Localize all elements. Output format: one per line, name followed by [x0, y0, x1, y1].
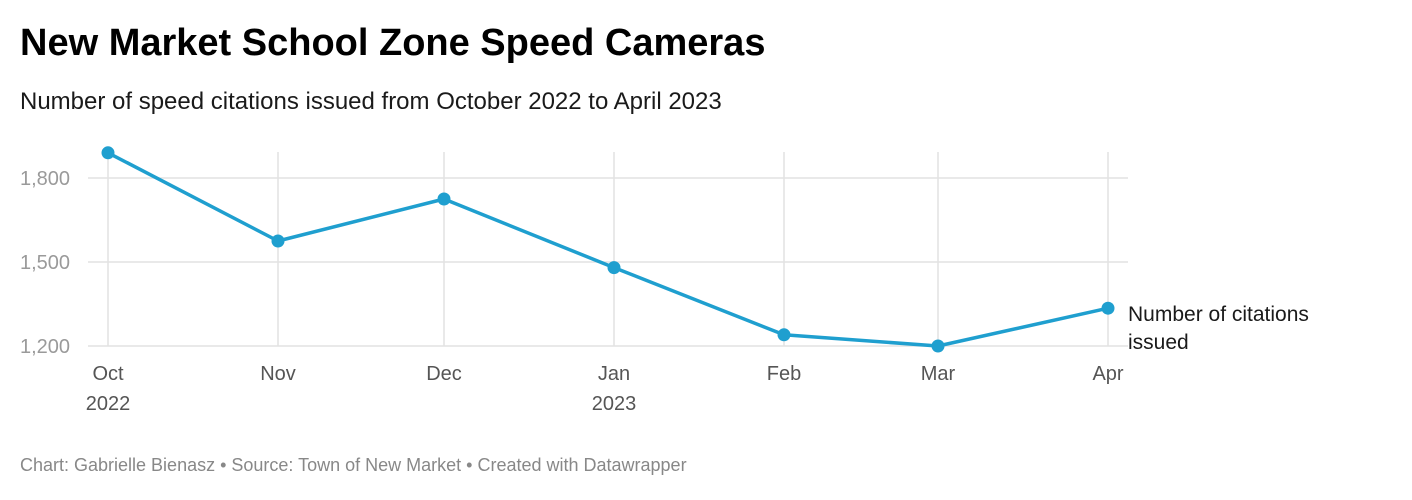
chart-subtitle: Number of speed citations issued from Oc… [20, 88, 722, 115]
y-axis-ticks: 1,200 1,500 1,800 [20, 168, 70, 358]
y-tick-label: 1,800 [20, 168, 70, 190]
data-point [101, 146, 115, 160]
data-point [607, 261, 621, 275]
x-tick-label: Mar [921, 363, 956, 385]
x-axis-ticks: Oct 2022 Nov Dec Jan 2023 Feb Mar Apr [86, 363, 1124, 415]
series [101, 146, 1115, 353]
x-tick-sublabel: 2022 [86, 393, 131, 415]
data-point [437, 192, 451, 206]
series-line [107, 151, 1109, 348]
y-tick-label: 1,500 [20, 252, 70, 274]
data-point [777, 328, 791, 342]
line-chart: 1,200 1,500 1,800 Oct 2022 Nov Dec Jan 2023 Feb M… [20, 146, 1309, 415]
x-tick-label: Apr [1092, 363, 1123, 385]
grid [88, 152, 1128, 347]
data-point [271, 234, 285, 248]
series-label: Number of citations [1128, 303, 1309, 326]
series-label: issued [1128, 331, 1189, 354]
x-tick-label: Nov [260, 363, 296, 385]
series-labels: Number of citations issued [1128, 303, 1309, 354]
x-tick-sublabel: 2023 [592, 393, 637, 415]
data-point [1101, 301, 1115, 315]
x-tick-label: Dec [426, 363, 462, 385]
y-tick-label: 1,200 [20, 336, 70, 358]
x-tick-label: Jan [598, 363, 630, 385]
chart-footer: Chart: Gabrielle Bienasz • Source: Town … [20, 455, 687, 475]
data-point [931, 339, 945, 353]
x-tick-label: Oct [92, 363, 124, 385]
chart-title: New Market School Zone Speed Cameras [20, 22, 766, 64]
x-tick-label: Feb [767, 363, 801, 385]
